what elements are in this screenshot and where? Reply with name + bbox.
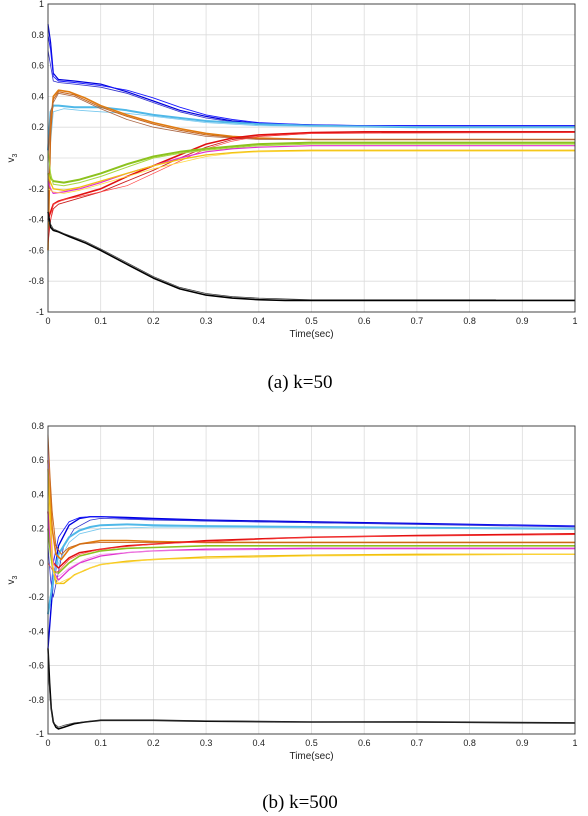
chart-b-grid xyxy=(47,425,576,735)
chart-b-y-tick-label: 0 xyxy=(39,558,44,568)
chart-a-x-tick-label: 1 xyxy=(572,316,577,326)
chart-b-y-axis-label-subscript: 3 xyxy=(12,575,19,579)
chart-a-x-tick-label: 0.5 xyxy=(305,316,318,326)
chart-b-y-ticks: 0.8 0.6 0.4 0.2 0 -0.2 -0.4 -0.6 -0.8 -1 xyxy=(28,421,44,739)
chart-a-series-line xyxy=(47,132,576,236)
chart-a-x-tick-label: 0.4 xyxy=(253,316,266,326)
chart-b-x-tick-label: 0 xyxy=(45,738,50,748)
chart-b-x-ticks: 0 0.1 0.2 0.3 0.4 0.5 0.6 0.7 0.8 0.9 1 xyxy=(45,738,577,748)
chart-a-x-tick-label: 0.9 xyxy=(516,316,529,326)
chart-a-x-tick-label: 0.2 xyxy=(147,316,160,326)
chart-b-y-tick-label: 0.6 xyxy=(31,455,44,465)
chart-b-caption: (b) k=500 xyxy=(262,792,338,813)
chart-b-series-group xyxy=(47,434,576,730)
chart-a-series-line xyxy=(47,150,575,194)
chart-b-x-tick-label: 0.6 xyxy=(358,738,371,748)
chart-b-y-tick-label: -0.4 xyxy=(28,626,44,636)
chart-b-x-tick-label: 0.5 xyxy=(305,738,318,748)
chart-b-y-tick-label: -1 xyxy=(36,729,44,739)
chart-a-y-tick-label: -0.2 xyxy=(28,184,44,194)
chart-b-x-tick-label: 0.3 xyxy=(200,738,213,748)
chart-a-y-tick-label: -0.6 xyxy=(28,245,44,255)
chart-b-series-line xyxy=(47,665,576,728)
chart-b-y-tick-label: 0.4 xyxy=(31,489,44,499)
chart-b-x-tick-label: 0.2 xyxy=(147,738,160,748)
chart-a-series-line xyxy=(47,219,496,301)
chart-a-series-line xyxy=(47,91,575,220)
chart-a-y-tick-label: 0.4 xyxy=(31,91,44,101)
chart-a-series-line xyxy=(47,149,575,191)
chart-a-y-tick-label: 0 xyxy=(39,153,44,163)
chart-a-y-ticks: 1 0.8 0.6 0.4 0.2 0 -0.2 -0.4 -0.6 -0.8 -1 xyxy=(28,0,44,317)
chart-b-x-tick-label: 0.4 xyxy=(253,738,266,748)
chart-a-y-tick-label: 0.6 xyxy=(31,61,44,71)
chart-a-y-tick-label: -0.8 xyxy=(28,276,44,286)
chart-b-y-tick-label: 0.2 xyxy=(31,524,44,534)
chart-b-x-tick-label: 0.1 xyxy=(94,738,107,748)
chart-a-series-line xyxy=(47,211,575,302)
chart-a-x-tick-label: 0.1 xyxy=(94,316,107,326)
chart-a-x-ticks: 0 0.1 0.2 0.3 0.4 0.5 0.6 0.7 0.8 0.9 1 xyxy=(45,316,577,326)
chart-b-y-axis-label: v3 xyxy=(6,575,19,584)
chart-a-y-tick-label: -0.4 xyxy=(28,215,44,225)
chart-b-y-tick-label: -0.6 xyxy=(28,661,44,671)
chart-b-y-tick-label: -0.8 xyxy=(28,695,44,705)
chart-b-y-tick-label: 0.8 xyxy=(31,421,44,431)
chart-a-x-tick-label: 0 xyxy=(45,316,50,326)
chart-a-y-axis-label: v3 xyxy=(6,153,19,162)
chart-b-x-tick-label: 0.8 xyxy=(463,738,476,748)
chart-a-x-tick-label: 0.3 xyxy=(200,316,213,326)
chart-b-series-line xyxy=(47,434,575,555)
chart-a-series-line xyxy=(47,108,576,263)
chart-a-y-tick-label: -1 xyxy=(36,307,44,317)
chart-a: 0 0.1 0.2 0.3 0.4 0.5 0.6 0.7 0.8 0.9 1 1 0.8 0.6 0.4… xyxy=(6,0,578,393)
chart-b-x-tick-label: 0.7 xyxy=(411,738,424,748)
chart-a-x-tick-label: 0.8 xyxy=(463,316,476,326)
chart-b-x-tick-label: 0.9 xyxy=(516,738,529,748)
chart-a-y-axis-label-subscript: 3 xyxy=(12,153,19,157)
chart-b-x-tick-label: 1 xyxy=(572,738,577,748)
chart-b-series-line xyxy=(47,494,576,584)
chart-a-series-line xyxy=(47,92,575,159)
chart-b-x-axis-label: Time(sec) xyxy=(289,751,333,762)
chart-a-series-line xyxy=(47,141,575,184)
chart-b-plot-frame xyxy=(47,425,576,735)
chart-a-x-tick-label: 0.7 xyxy=(411,316,424,326)
chart-a-plot-frame xyxy=(47,3,576,313)
chart-a-series-group xyxy=(47,23,576,302)
chart-a-x-axis-label: Time(sec) xyxy=(289,329,333,340)
chart-a-y-tick-label: 1 xyxy=(39,0,44,9)
chart-a-x-tick-label: 0.6 xyxy=(358,316,371,326)
chart-a-y-tick-label: 0.2 xyxy=(31,122,44,132)
chart-a-grid xyxy=(47,3,576,313)
chart-a-series-line xyxy=(47,143,575,187)
chart-b: 0 0.1 0.2 0.3 0.4 0.5 0.6 0.7 0.8 0.9 1 0.80.60.40… xyxy=(6,421,578,813)
chart-b-y-tick-label: -0.2 xyxy=(28,592,44,602)
chart-a-y-tick-label: 0.8 xyxy=(31,30,44,40)
chart-a-caption: (a) k=50 xyxy=(267,372,332,393)
